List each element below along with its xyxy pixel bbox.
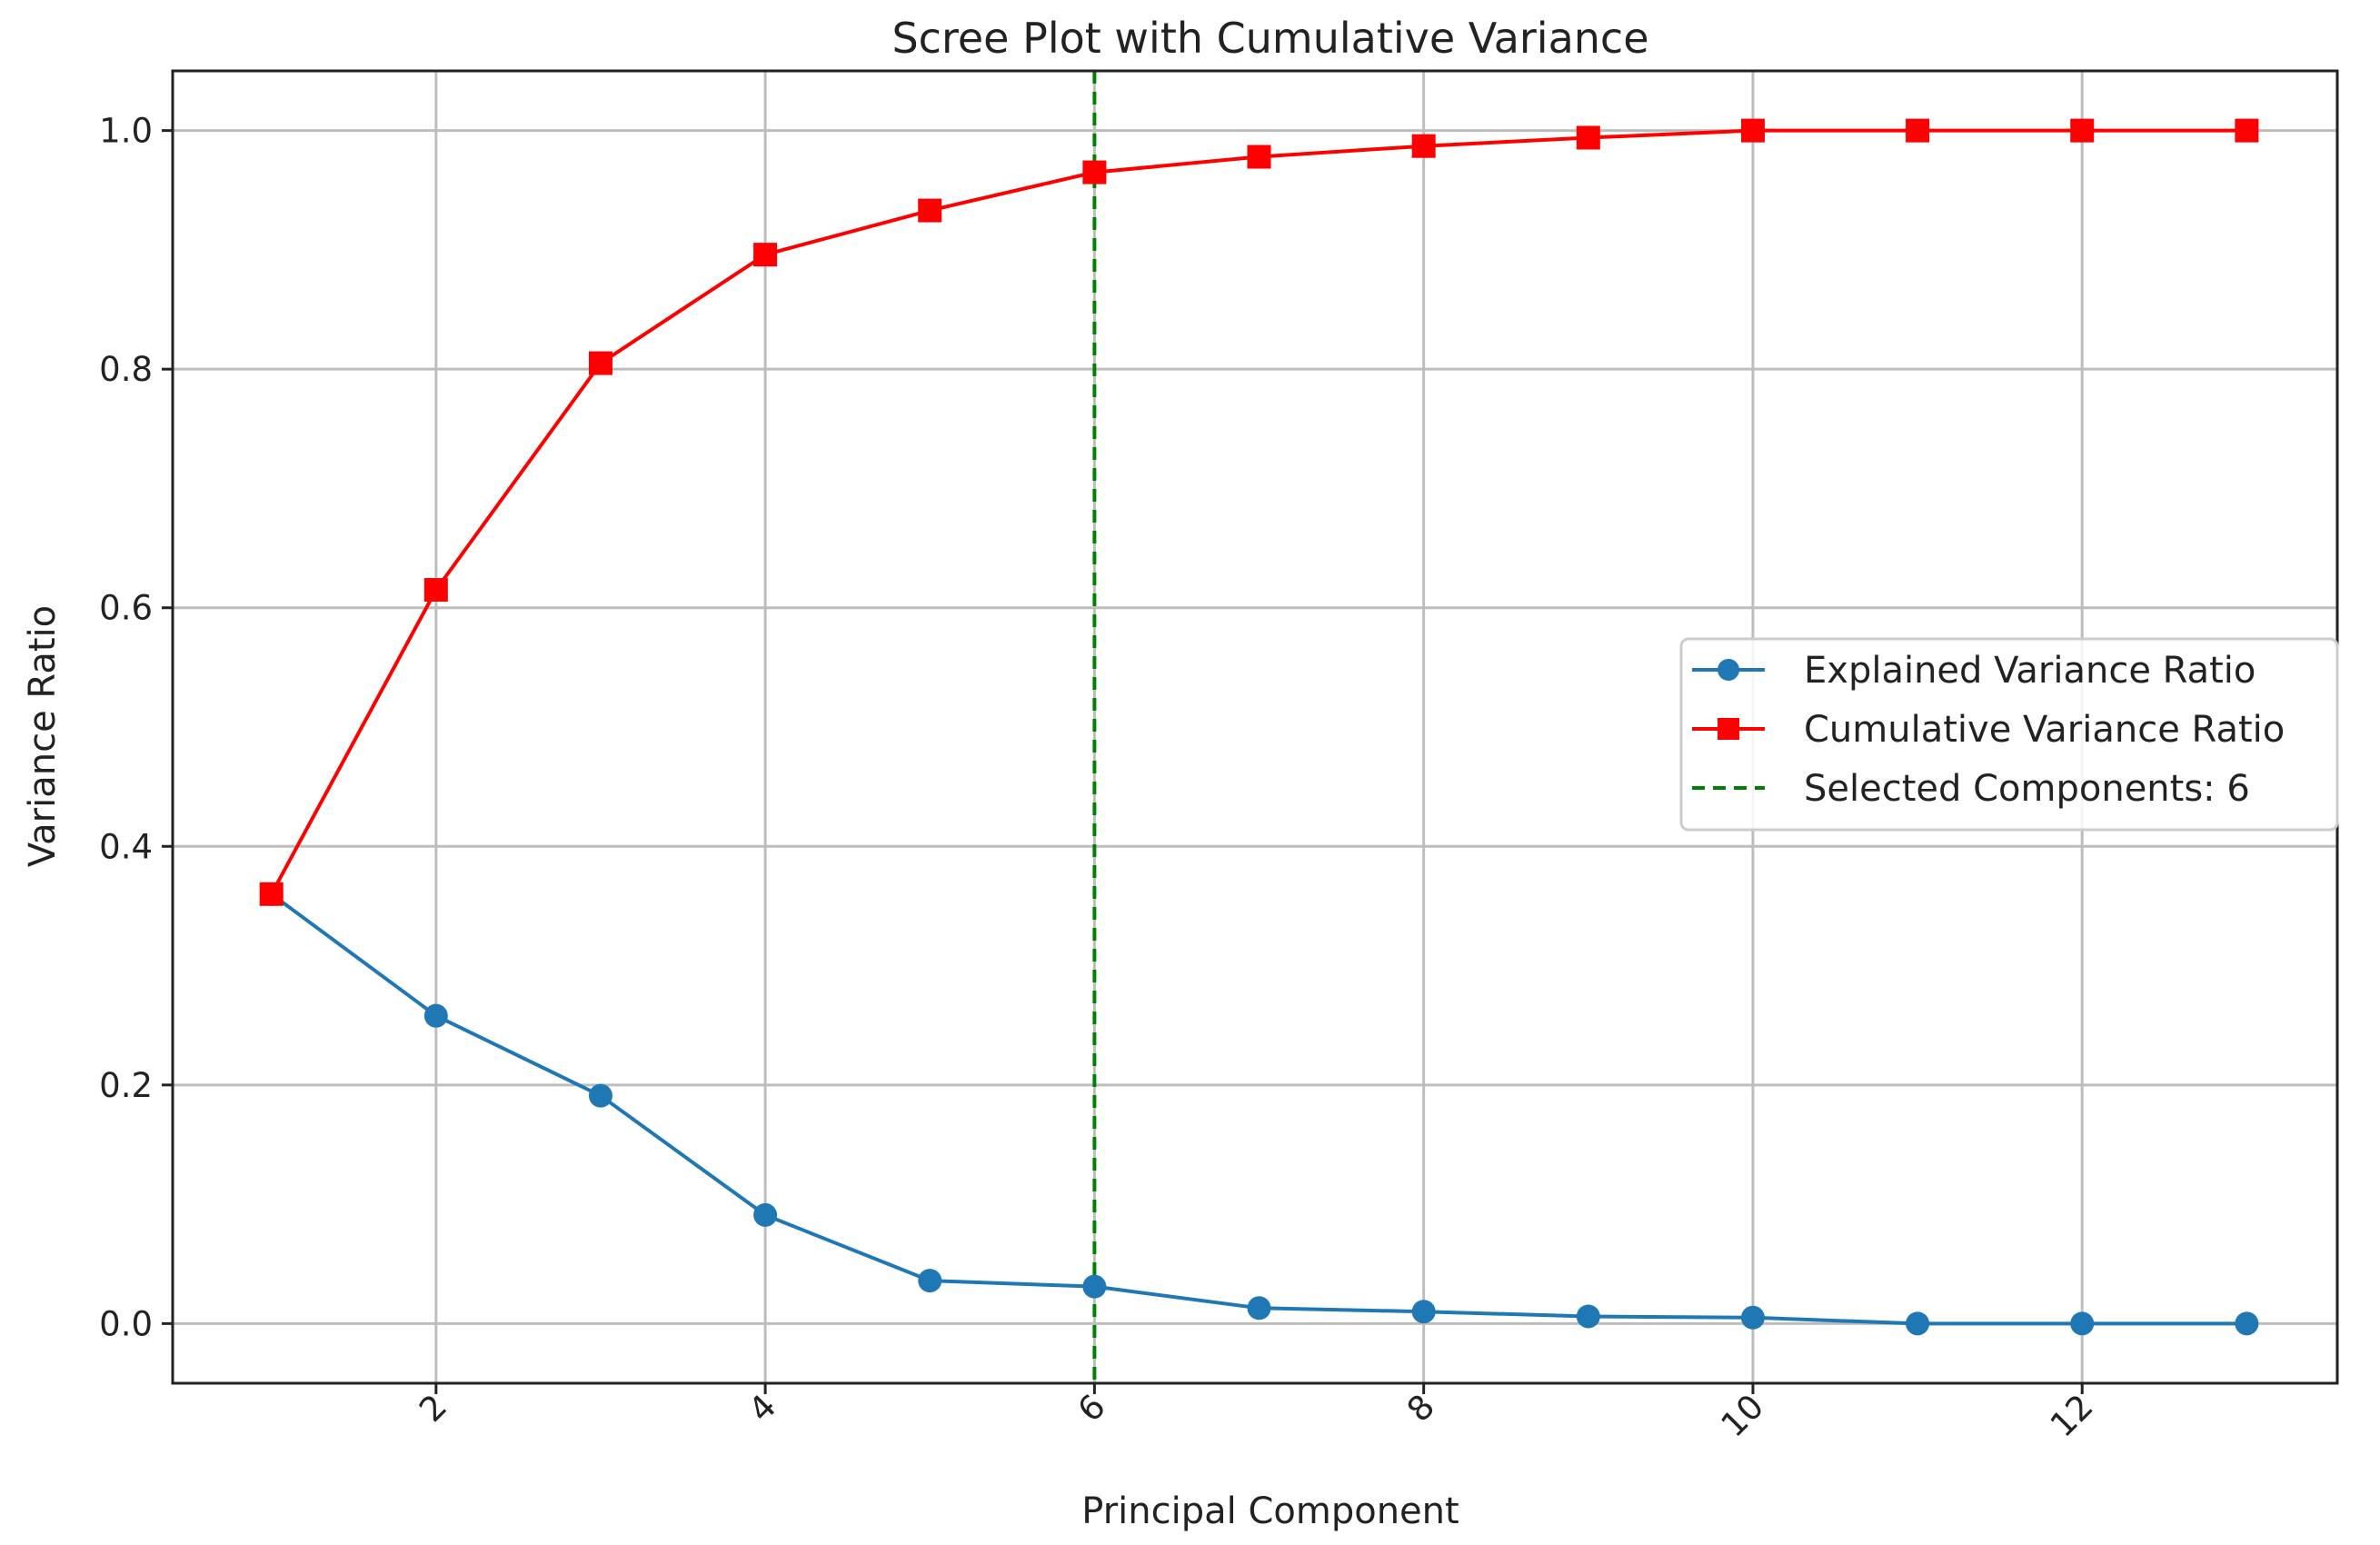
cumulative-point-5: [918, 198, 942, 223]
chart-title: Scree Plot with Cumulative Variance: [891, 14, 1648, 63]
legend-box: [1679, 637, 2339, 832]
cumulative-point-9: [1576, 125, 1600, 150]
legend-explained-marker: [1718, 659, 1739, 681]
legend-selected-label: Selected Components: 6: [1804, 768, 2250, 810]
explained-point-9: [1576, 1304, 1600, 1329]
cumulative-point-10: [1740, 118, 1765, 143]
explained-point-4: [753, 1202, 778, 1227]
explained-point-11: [1906, 1311, 1930, 1336]
y-tick-label-0.4: 0.4: [99, 827, 153, 866]
cumulative-point-2: [423, 578, 448, 603]
cumulative-point-7: [1247, 145, 1271, 169]
explained-point-3: [588, 1083, 612, 1108]
y-axis-label: Variance Ratio: [22, 605, 64, 867]
explained-point-6: [1082, 1274, 1107, 1299]
y-tick-label-0.6: 0.6: [99, 589, 153, 628]
cumulative-point-6: [1082, 160, 1107, 184]
series-layer: [259, 118, 2259, 1336]
x-axis-label: Principal Component: [1081, 1490, 1459, 1532]
y-tick-label-1.0: 1.0: [99, 112, 153, 151]
explained-point-5: [918, 1269, 942, 1293]
cumulative-point-13: [2235, 118, 2259, 143]
y-tick-label-0.8: 0.8: [99, 350, 153, 389]
cumulative-point-8: [1411, 134, 1436, 158]
legend: Explained Variance Ratio Cumulative Vari…: [1679, 637, 2339, 832]
cumulative-point-1: [259, 882, 284, 906]
explained-point-12: [2070, 1311, 2095, 1336]
y-tick-label-0.2: 0.2: [99, 1066, 153, 1105]
explained-point-10: [1740, 1305, 1765, 1330]
legend-cumulative-marker: [1718, 718, 1739, 740]
explained-point-13: [2235, 1311, 2259, 1336]
explained-point-7: [1247, 1296, 1271, 1321]
legend-explained-label: Explained Variance Ratio: [1804, 650, 2256, 692]
explained-point-2: [423, 1003, 448, 1028]
explained-point-8: [1411, 1300, 1436, 1324]
cumulative-point-4: [753, 243, 778, 267]
y-tick-label-0.0: 0.0: [99, 1304, 153, 1343]
cumulative-point-3: [588, 351, 612, 375]
cumulative-point-12: [2070, 118, 2095, 143]
cumulative-point-11: [1906, 118, 1930, 143]
legend-cumulative-label: Cumulative Variance Ratio: [1804, 709, 2285, 751]
